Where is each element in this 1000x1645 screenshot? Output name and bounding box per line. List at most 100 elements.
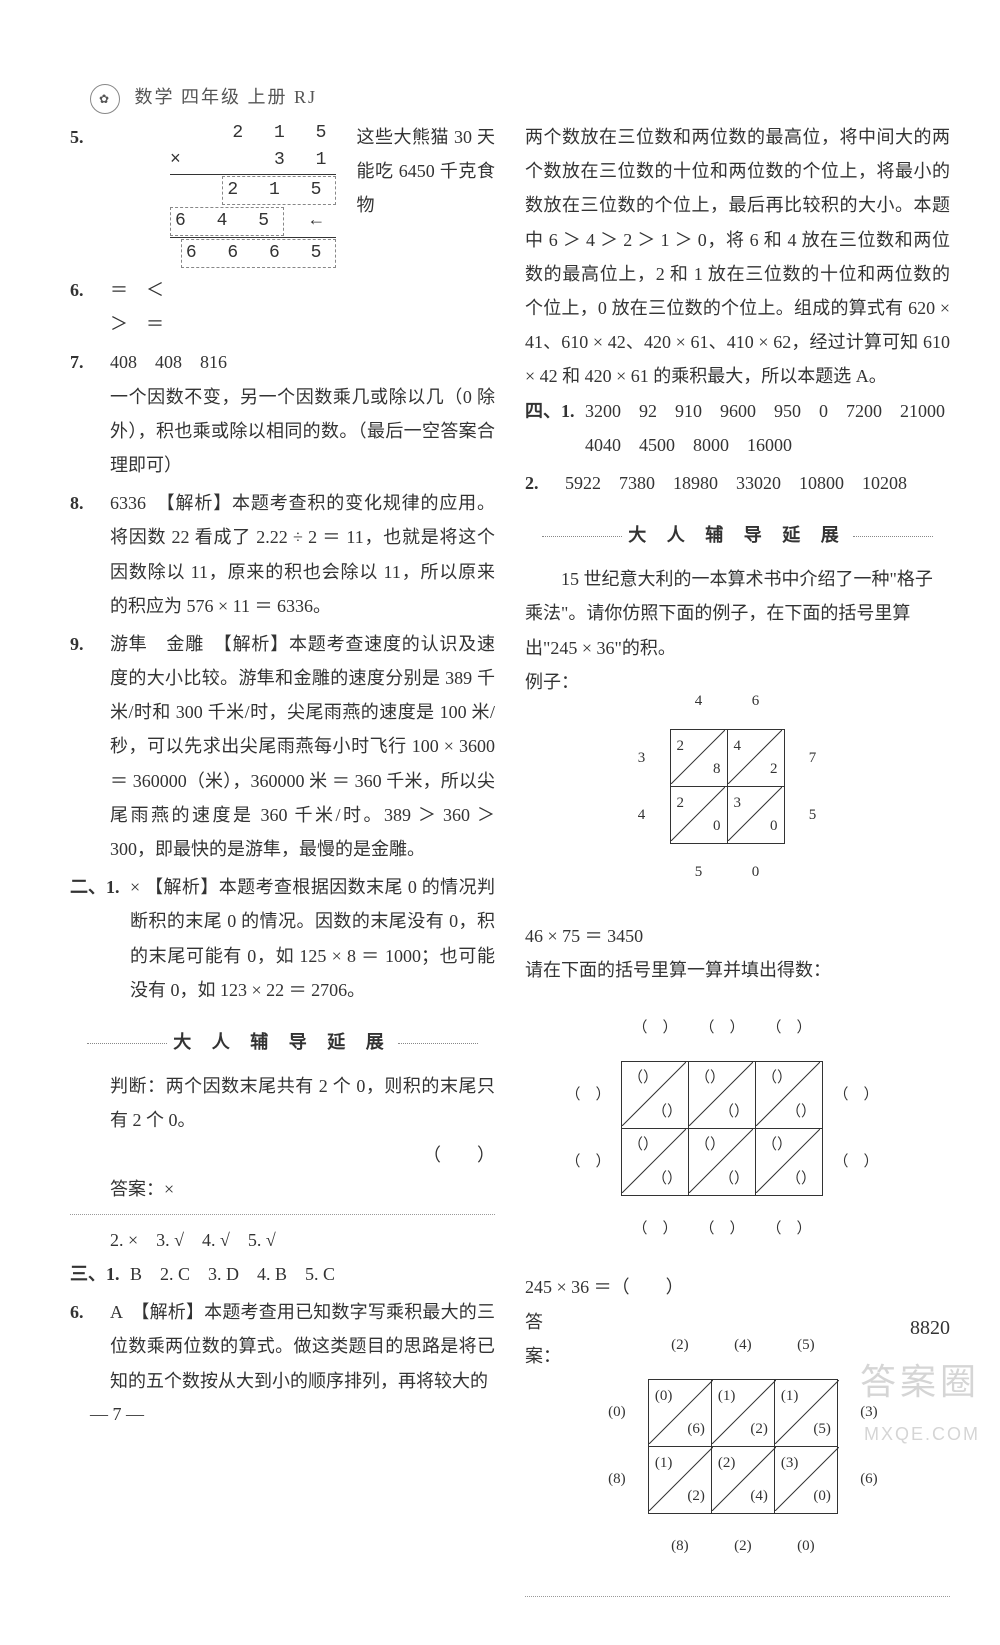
ex-cell-11: 30 (727, 786, 784, 843)
bl-left-0: （ ） (555, 1062, 622, 1129)
ex-right-0: 7 (784, 729, 841, 786)
bl-00: （）（） (622, 1062, 689, 1129)
ext1-p1: 判断：两个因数末尾共有 2 个 0，则积的末尾只有 2 个 0。 (70, 1069, 495, 1137)
ex-right-1: 5 (784, 786, 841, 843)
sec3-row: B 2. C 3. D 4. B 5. C (130, 1257, 495, 1291)
q5-mult-op: × (170, 150, 191, 170)
q5: 5. 2 1 5 × 3 1 2 1 5 6 4 5 ← (70, 120, 495, 269)
bl-bottom-2: （ ） (756, 1196, 823, 1263)
right-cont: 两个数放在三位数和两位数的最高位，将中间大的两个数放在三位数的十位和两位数的个位… (525, 120, 950, 394)
example-lattice: 4 6 3 28 42 7 4 20 30 5 (614, 673, 841, 900)
sec2-para: 【解析】本题考查根据因数末尾 0 的情况判断积的末尾 0 的情况。因数的末尾没有… (130, 877, 495, 1000)
ext2-p2: 请在下面的括号里算一算并填出得数： (525, 953, 950, 987)
sec3-6-para: A 【解析】本题考查用已知数字写乘积最大的三位数乘两位数的算式。做这类题目的思路… (110, 1295, 495, 1398)
q7-body: 408 408 816 一个因数不变，另一个因数乘几或除以几（0 除外），积也乘… (110, 345, 495, 482)
q6-body: ＝ ＜ ＞ ＝ (110, 273, 495, 341)
bl-12: （）（） (756, 1129, 823, 1196)
watermark-cn: 答案圈 (860, 1348, 980, 1416)
ext2-eq2: 245 × 36 ＝（ ） (525, 1270, 950, 1304)
an-top-0: (2) (648, 1313, 711, 1380)
ext2-title: 大 人 辅 导 延 展 (525, 518, 950, 552)
q9-number: 9. (70, 627, 110, 866)
an-12: (3)(0) (774, 1446, 837, 1513)
sec4-row2: 4040 4500 8000 16000 (585, 428, 950, 462)
an-right-1: (6) (837, 1446, 900, 1513)
sec4-head: 四、1. (525, 394, 585, 462)
ext2-example-label: 例子： (525, 665, 579, 699)
sec2-rest: 2. × 3. √ 4. √ 5. √ (70, 1223, 495, 1257)
answer-lattice: (2) (4) (5) (0) (0)(6) (1)(2) (1)(5) (3)… (586, 1313, 900, 1580)
ex-bottom-0: 5 (670, 843, 727, 900)
q5-mult-b: 3 1 (274, 150, 336, 170)
q5-note: 这些大熊猫 30 天能吃 6450 千克食物 (356, 120, 495, 269)
q7-number: 7. (70, 345, 110, 482)
header-badge-icon: ✿ (90, 84, 120, 114)
bl-11: （）（） (689, 1129, 756, 1196)
bl-top-2: （ ） (756, 995, 823, 1062)
q6-row2: ＞ ＝ (110, 307, 495, 341)
sec4-2: 2. 5922 7380 18980 33020 10800 10208 (525, 466, 950, 500)
an-02: (1)(5) (774, 1379, 837, 1446)
ex-top-1: 6 (727, 673, 784, 730)
arrow-left-icon: ← (311, 208, 332, 235)
q6: 6. ＝ ＜ ＞ ＝ (70, 273, 495, 341)
bl-top-0: （ ） (622, 995, 689, 1062)
an-left-0: (0) (586, 1379, 649, 1446)
ext2-eq1: 46 × 75 ＝ 3450 (525, 919, 950, 953)
an-00: (0)(6) (648, 1379, 711, 1446)
ex-left-1: 4 (614, 786, 671, 843)
q9-para: 游隼 金雕 【解析】本题考查速度的认识及速度的大小比较。游隼和金雕的速度分别是 … (110, 627, 495, 866)
q7-para: 一个因数不变，另一个因数乘几或除以几（0 除外），积也乘或除以相同的数。（最后一… (110, 380, 495, 483)
sec4-head2: 2. (525, 466, 565, 500)
q5-number: 5. (70, 120, 110, 269)
ans-label: 答案： (525, 1305, 576, 1373)
an-11: (2)(4) (711, 1446, 774, 1513)
q8: 8. 6336 【解析】本题考查积的变化规律的应用。将因数 22 看成了 2.2… (70, 486, 495, 623)
q7: 7. 408 408 816 一个因数不变，另一个因数乘几或除以几（0 除外），… (70, 345, 495, 482)
blank-lattice: （ ） （ ） （ ） （ ） （）（） （）（） （）（） （ ） （ ） （… (555, 995, 950, 1262)
bl-01: （）（） (689, 1062, 756, 1129)
q8-para: 6336 【解析】本题考查积的变化规律的应用。将因数 22 看成了 2.22 ÷… (110, 486, 495, 623)
ex-cell-01: 42 (727, 729, 784, 786)
sec3: 三、1. B 2. C 3. D 4. B 5. C (70, 1257, 495, 1291)
an-bottom-0: (8) (648, 1513, 711, 1580)
an-left-1: (8) (586, 1446, 649, 1513)
an-01: (1)(2) (711, 1379, 774, 1446)
ex-bottom-1: 0 (727, 843, 784, 900)
q8-number: 8. (70, 486, 110, 623)
an-top-1: (4) (711, 1313, 774, 1380)
an-10: (1)(2) (648, 1446, 711, 1513)
ex-top-0: 4 (670, 673, 727, 730)
bl-right-1: （ ） (823, 1129, 890, 1196)
left-column: 5. 2 1 5 × 3 1 2 1 5 6 4 5 ← (70, 60, 495, 1605)
q9: 9. 游隼 金雕 【解析】本题考查速度的认识及速度的大小比较。游隼和金雕的速度分… (70, 627, 495, 866)
header-title: 数学 四年级 上册 RJ (135, 87, 318, 107)
bl-right-0: （ ） (823, 1062, 890, 1129)
q7-head: 408 408 816 (110, 345, 495, 379)
bl-02: （）（） (756, 1062, 823, 1129)
sec2-body: × 【解析】本题考查根据因数末尾 0 的情况判断积的末尾 0 的情况。因数的末尾… (130, 870, 495, 1007)
q5-multiplication: 2 1 5 × 3 1 2 1 5 6 4 5 ← 6 6 6 5 (170, 120, 336, 269)
ans-value: 8820 (910, 1309, 950, 1347)
sec3-head: 三、1. (70, 1257, 130, 1291)
ext2-p1: 15 世纪意大利的一本算术书中介绍了一种"格子乘法"。请你仿照下面的例子，在下面… (525, 562, 950, 665)
sec2-head: 二、1. (70, 870, 130, 1007)
sec4-row1: 3200 92 910 9600 950 0 7200 21000 (585, 394, 950, 428)
an-bottom-2: (0) (774, 1513, 837, 1580)
bl-10: （）（） (622, 1129, 689, 1196)
page-body: 5. 2 1 5 × 3 1 2 1 5 6 4 5 ← (0, 0, 1000, 1645)
sec2-1: 二、1. × 【解析】本题考查根据因数末尾 0 的情况判断积的末尾 0 的情况。… (70, 870, 495, 1007)
page-header: ✿ 数学 四年级 上册 RJ (90, 80, 317, 114)
watermark: 答案圈 MXQE.COM (860, 1348, 980, 1451)
bl-top-1: （ ） (689, 995, 756, 1062)
q5-partial2: 6 4 5 (170, 207, 284, 236)
q5-partial1: 2 1 5 (222, 176, 336, 205)
sec4-row3: 5922 7380 18980 33020 10800 10208 (565, 466, 950, 500)
q5-mult-a: 2 1 5 (170, 120, 336, 147)
an-top-2: (5) (774, 1313, 837, 1380)
bl-left-1: （ ） (555, 1129, 622, 1196)
page-number: — 7 — (90, 1397, 144, 1431)
sec3-6: 6. A 【解析】本题考查用已知数字写乘积最大的三位数乘两位数的算式。做这类题目… (70, 1295, 495, 1398)
ext1-title: 大 人 辅 导 延 展 (70, 1025, 495, 1059)
an-bottom-1: (2) (711, 1513, 774, 1580)
